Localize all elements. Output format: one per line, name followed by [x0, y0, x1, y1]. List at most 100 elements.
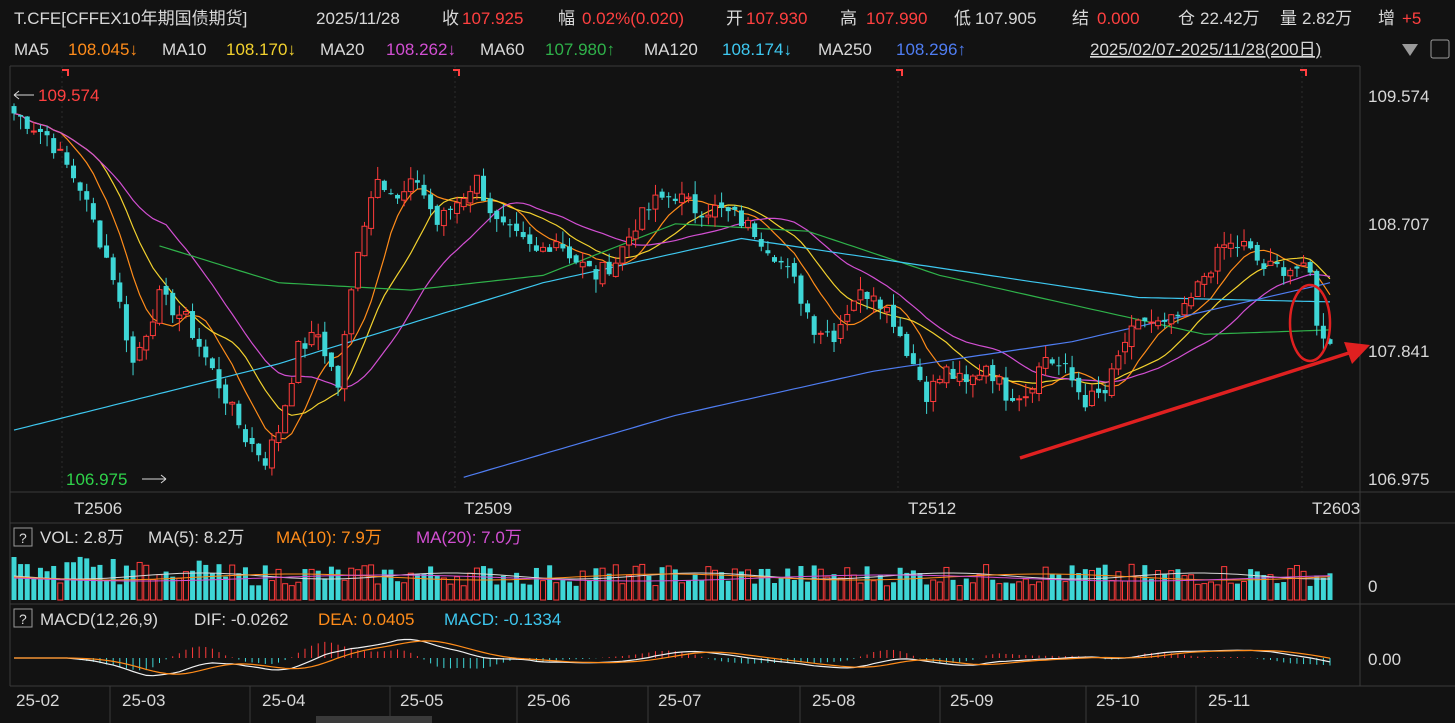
candle-body: [692, 194, 698, 214]
candle-body: [1049, 359, 1055, 364]
oi-value: 22.42万: [1200, 9, 1260, 28]
candle-body: [877, 299, 883, 309]
volume-bar: [11, 557, 17, 600]
candle-body: [586, 260, 592, 267]
roll-markers: [62, 69, 1307, 76]
candle-body: [540, 246, 547, 252]
candle-body: [395, 194, 401, 199]
candle-body: [209, 358, 215, 369]
candle-body: [1307, 262, 1313, 273]
volume-bar: [527, 584, 533, 600]
macd-help-icon[interactable]: [13, 608, 33, 628]
candle-body: [752, 223, 758, 238]
month-label: 25-08: [812, 691, 855, 710]
high-marker-label: 109.574: [38, 86, 99, 105]
candle-body: [824, 331, 830, 333]
candle-body: [1267, 260, 1274, 266]
volume-bar: [1010, 583, 1016, 600]
candle-body: [236, 403, 242, 426]
volume-bar: [599, 567, 606, 601]
volume-bar: [176, 577, 183, 601]
volume-bar: [626, 574, 633, 601]
volume-bar: [652, 585, 659, 601]
month-label: 25-11: [1208, 691, 1250, 710]
volume-bar: [71, 562, 77, 600]
volume-bar: [1155, 570, 1162, 601]
month-label: 25-07: [658, 691, 701, 710]
contract-label: T2506: [74, 499, 122, 518]
candle-body: [850, 300, 857, 311]
candle-body: [725, 207, 731, 212]
volume-bar: [897, 567, 903, 600]
candle-body: [354, 251, 361, 289]
candle-body: [573, 255, 579, 263]
scrollbar-thumb[interactable]: [316, 716, 432, 723]
candlesticks: [11, 103, 1333, 476]
volume-bar: [163, 571, 169, 600]
dropdown-triangle-icon[interactable]: [1402, 44, 1418, 56]
contract-gridlines: [61, 66, 1303, 492]
candle-body: [738, 210, 744, 227]
volume-bar: [711, 569, 718, 601]
candle-body: [1287, 269, 1294, 277]
candle-body: [711, 204, 718, 218]
volume-bar: [924, 584, 930, 600]
volume-bar: [229, 564, 236, 601]
volume-bar: [619, 583, 626, 601]
volume-bar: [560, 579, 566, 600]
candle-body: [388, 193, 394, 195]
ma120-value: 108.174↓: [722, 40, 792, 59]
low-arrow-icon: [160, 474, 167, 484]
volume-bar: [963, 578, 969, 600]
candle-body: [1201, 275, 1208, 285]
volume-bar: [910, 570, 916, 600]
candle-body: [1135, 319, 1142, 330]
volume-bar: [1162, 573, 1168, 600]
volume-bar: [1022, 578, 1029, 601]
vol-value: 2.82万: [1302, 9, 1352, 28]
volume-bar: [262, 565, 268, 600]
volume-help-icon[interactable]: [13, 527, 33, 547]
candle-body: [1162, 319, 1168, 322]
volume-bar: [857, 582, 864, 601]
volume-bar: [738, 571, 744, 600]
window-toggle-icon[interactable]: [1430, 39, 1450, 59]
volume-bar: [917, 573, 923, 600]
volume-bar: [659, 567, 665, 600]
ma10-name: MA10: [162, 40, 206, 59]
volume-bar: [223, 576, 229, 600]
low-value: 107.905: [975, 9, 1036, 28]
volume-bar: [203, 564, 209, 600]
date-range-selector[interactable]: 2025/02/07-2025/11/28(200日): [1090, 40, 1321, 59]
contract-axis: T2506 T2509 T2512 T2603: [74, 499, 1360, 518]
candle-body: [440, 209, 447, 227]
candle-body: [817, 332, 824, 335]
volume-bar: [686, 580, 692, 600]
month-axis: 25-02 25-03 25-04 25-05 25-06 25-07 25-0…: [16, 686, 1250, 723]
candle-body: [467, 191, 474, 204]
candle-body: [1168, 314, 1175, 325]
volume-bar: [170, 576, 176, 600]
candle-body: [1010, 398, 1016, 401]
candle-body: [223, 384, 229, 404]
macd-help-glyph: ?: [19, 611, 27, 627]
volume-bar: [308, 568, 315, 601]
candle-body: [308, 331, 315, 346]
volume-bar: [1320, 577, 1326, 600]
volume-bar: [983, 564, 990, 601]
volume-bar: [182, 571, 189, 601]
candle-body: [1148, 321, 1155, 324]
ma60-name: MA60: [480, 40, 524, 59]
ma60-value: 107.980↑: [545, 40, 615, 59]
candle-body: [705, 214, 712, 218]
volume-bar: [268, 580, 275, 601]
roll-marker-icon: [1300, 69, 1307, 76]
volume-bar: [612, 564, 619, 601]
macd-panel: ? MACD(12,26,9) DIF: -0.0262 DEA: 0.0405…: [13, 608, 1401, 669]
volume-bar: [288, 585, 295, 601]
candle-body: [1096, 388, 1102, 393]
macd-lines: [14, 638, 1331, 677]
candle-body: [282, 405, 289, 434]
volume-bar: [1234, 583, 1240, 600]
candle-body: [460, 197, 467, 208]
